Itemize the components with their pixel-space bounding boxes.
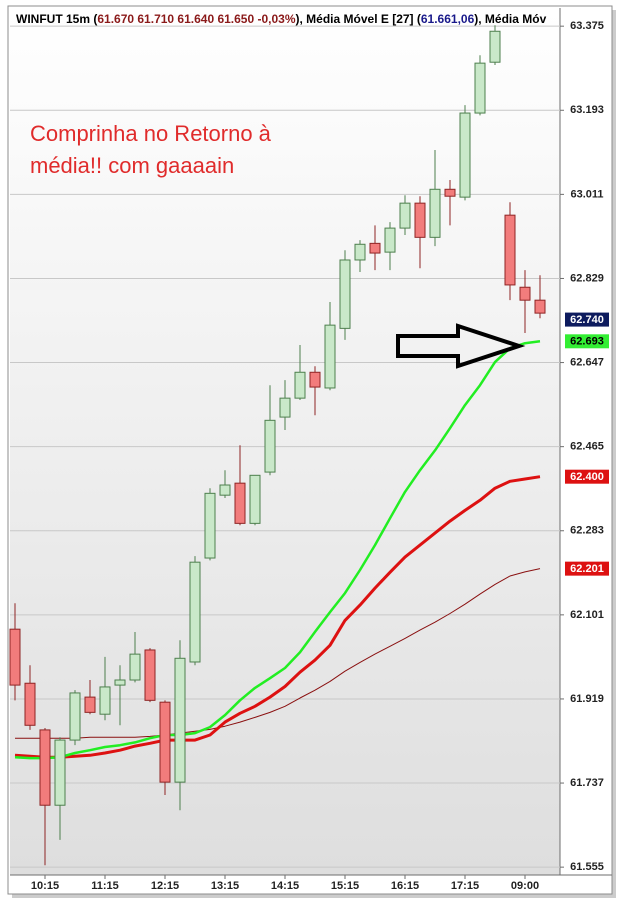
- moving-average-line: [14, 475, 541, 759]
- x-tick-label: 09:00: [511, 880, 539, 892]
- x-tick-label: 12:15: [151, 880, 179, 892]
- price-tag: [565, 469, 609, 484]
- candle-body: [144, 649, 156, 701]
- header-part: WINFUT 15m (: [16, 12, 97, 26]
- candle-body: [174, 657, 186, 783]
- candle-body: [444, 188, 456, 197]
- y-tick-label: 63.375: [570, 20, 604, 32]
- moving-average-line: [15, 568, 541, 739]
- candle-body: [159, 701, 171, 783]
- y-tick-label: 61.919: [570, 693, 604, 705]
- price-tag: [565, 312, 609, 327]
- candle-body: [279, 397, 291, 418]
- candle-body: [129, 653, 141, 681]
- price-tag: [565, 334, 609, 349]
- x-tick-label: 16:15: [391, 880, 419, 892]
- candle-body: [519, 286, 531, 301]
- candle-body: [294, 371, 306, 399]
- candle-body: [99, 686, 111, 715]
- y-tick-label: 63.193: [570, 104, 604, 116]
- candle-body: [354, 243, 366, 261]
- candle-body: [504, 214, 516, 286]
- annotation: Comprinha no Retorno à: [30, 121, 272, 146]
- candle-body: [324, 324, 336, 389]
- candle-body: [204, 492, 216, 559]
- candle-body: [54, 739, 66, 806]
- x-tick-label: 13:15: [211, 880, 239, 892]
- moving-averages: [14, 340, 541, 760]
- candle-body: [9, 628, 21, 686]
- price-tag-label: 62.201: [570, 563, 604, 575]
- candle-body: [189, 561, 201, 663]
- candle-body: [534, 299, 546, 314]
- header-part: 61.661,06: [421, 12, 475, 26]
- y-tick-label: 62.829: [570, 272, 604, 284]
- y-tick-label: 61.555: [570, 861, 604, 873]
- y-tick-label: 62.465: [570, 441, 604, 453]
- candle-body: [69, 692, 81, 741]
- y-tick-label: 62.647: [570, 356, 604, 368]
- candle-body: [24, 682, 36, 726]
- annotation: média!! com gaaaain: [30, 153, 234, 178]
- candle-body: [339, 259, 351, 329]
- candle-body: [234, 482, 246, 524]
- candle-body: [384, 227, 396, 253]
- grid: [10, 25, 560, 868]
- candle-body: [309, 371, 321, 388]
- header-part: 61.670 61.710 61.640 61.650 -0,03%: [97, 12, 296, 26]
- x-tick-label: 14:15: [271, 880, 299, 892]
- candles: [9, 25, 546, 866]
- candle-body: [264, 419, 276, 473]
- axes: 61.555 61.737 61.919 62.101 62.283 62.465 62.6…: [31, 20, 609, 892]
- candle-body: [429, 188, 441, 238]
- candle-body: [399, 202, 411, 229]
- y-tick-label: 61.737: [570, 777, 604, 789]
- price-tag-label: 62.693: [570, 336, 604, 348]
- candle-body: [249, 474, 261, 524]
- y-tick-label: 63.011: [570, 188, 603, 200]
- candle-body: [489, 30, 501, 63]
- price-tag-label: 62.740: [570, 314, 604, 326]
- header-part: ), Média Móv: [474, 12, 546, 26]
- y-tick-label: 62.101: [570, 609, 604, 621]
- y-tick-label: 62.283: [570, 525, 604, 537]
- candle-body: [414, 202, 426, 238]
- price-tag-label: 62.400: [570, 471, 604, 483]
- x-tick-label: 15:15: [331, 880, 359, 892]
- candle-body: [369, 242, 381, 254]
- x-tick-label: 11:15: [91, 880, 119, 892]
- x-tick-label: 17:15: [451, 880, 479, 892]
- moving-average-line: [14, 340, 541, 760]
- candle-body: [459, 112, 471, 198]
- x-tick-label: 10:15: [31, 880, 59, 892]
- candle-body: [84, 696, 96, 713]
- candle-body: [219, 484, 231, 496]
- price-tag: [565, 561, 609, 576]
- candle-body: [114, 679, 126, 686]
- header-part: ), Média Móvel E [27] (: [296, 12, 421, 26]
- arrow: [396, 323, 526, 369]
- candle-body: [474, 62, 486, 114]
- candle-body: [39, 729, 51, 806]
- header: WINFUT 15m (61.670 61.710 61.640 61.650 …: [16, 12, 547, 26]
